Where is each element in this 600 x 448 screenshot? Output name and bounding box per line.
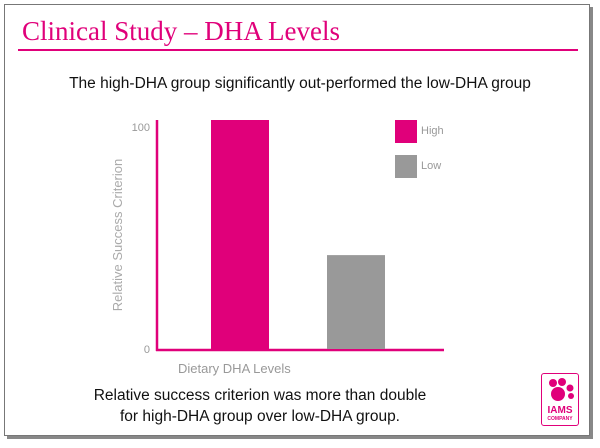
y-tick-0: 0 (144, 344, 150, 356)
legend-swatch-low (395, 155, 417, 178)
legend-swatch-high (395, 120, 417, 143)
svg-text:COMPANY: COMPANY (547, 416, 573, 422)
y-axis-label: Relative Success Criterion (110, 159, 125, 311)
title-divider (18, 49, 578, 51)
footnote-line-2: for high-DHA group over low-DHA group. (120, 408, 400, 425)
y-tick-100: 100 (132, 122, 150, 134)
legend-label-high: High (421, 125, 444, 137)
slide-frame (4, 4, 590, 436)
legend-label-low: Low (421, 160, 441, 172)
footnote: Relative success criterion was more than… (60, 385, 460, 427)
chart-subtitle: The high-DHA group significantly out-per… (69, 75, 531, 92)
iams-logo: IAMS COMPANY (541, 373, 579, 426)
slide-title: Clinical Study – DHA Levels (22, 16, 340, 46)
bar-low (327, 255, 385, 349)
x-axis-label: Dietary DHA Levels (178, 361, 291, 376)
bar-high (211, 120, 269, 349)
footnote-line-1: Relative success criterion was more than… (93, 387, 427, 404)
svg-text:IAMS: IAMS (548, 405, 573, 416)
